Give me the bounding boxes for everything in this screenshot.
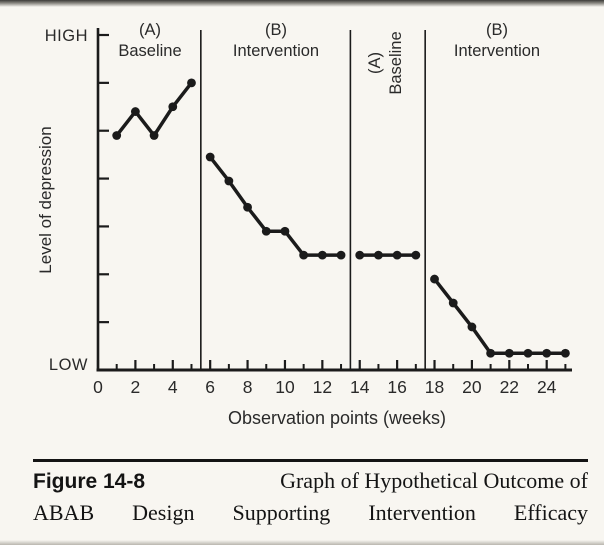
phase-name: Baseline	[387, 31, 405, 95]
x-tick-label: 10	[275, 377, 295, 397]
data-point	[168, 102, 178, 112]
caption-line-2: ABAB Design Supporting Intervention Effi…	[33, 500, 588, 525]
abab-design-chart: HIGH LOW Level of depression (A) Baselin…	[36, 20, 572, 428]
data-point	[261, 226, 271, 236]
x-tick-label: 14	[350, 377, 370, 397]
phase-label-baseline-2-rotated: (A) Baseline	[365, 20, 409, 106]
data-point	[392, 250, 402, 260]
data-point	[523, 348, 533, 358]
data-point	[560, 348, 570, 358]
caption-text: Graph of Hypothetical Outcome of	[280, 468, 588, 493]
caption-line-1: Figure 14-8 Graph of Hypothetical Outcom…	[33, 468, 588, 500]
caption-divider-rule	[33, 459, 588, 462]
phase-label-baseline-1: (A) Baseline	[92, 20, 208, 62]
figure-number: Figure 14-8	[33, 470, 146, 493]
phase-letter: (B)	[265, 21, 287, 39]
chart-canvas	[96, 28, 572, 372]
data-point	[355, 250, 365, 260]
data-line-segment	[432, 277, 568, 355]
phase-letter: (B)	[486, 21, 508, 39]
x-tick-label: 16	[387, 377, 407, 397]
x-tick-label: 4	[167, 377, 178, 397]
data-point	[411, 250, 421, 260]
data-point	[336, 250, 346, 260]
phase-name: Intervention	[232, 42, 320, 60]
data-point	[187, 78, 196, 88]
x-tick-label: 8	[242, 377, 253, 397]
x-tick-label: 12	[312, 377, 333, 397]
phase-label-intervention-2: (B) Intervention	[427, 20, 567, 62]
y-axis-high-label: HIGH	[44, 27, 88, 45]
y-axis-title: Level of depression	[36, 126, 55, 274]
phase-letter: (A)	[366, 52, 384, 74]
x-tick-label: 2	[130, 377, 141, 397]
y-axis-low-label: LOW	[48, 356, 88, 374]
data-point	[224, 176, 234, 186]
data-line-segment	[208, 155, 343, 257]
phase-letter: (A)	[139, 21, 161, 39]
scan-edge-top	[0, 0, 604, 7]
phase-name: Intervention	[453, 42, 541, 60]
data-point	[280, 226, 290, 236]
data-point	[299, 250, 309, 260]
data-point	[112, 131, 122, 140]
data-point	[317, 250, 327, 260]
x-tick-label: 0	[93, 377, 103, 397]
data-point	[130, 107, 140, 116]
data-point	[542, 348, 552, 358]
data-point	[467, 322, 477, 332]
x-tick-label: 6	[205, 377, 216, 397]
x-axis-title: Observation points (weeks)	[227, 408, 447, 428]
phase-label-intervention-1: (B) Intervention	[206, 20, 346, 62]
figure-caption: Figure 14-8 Graph of Hypothetical Outcom…	[33, 468, 588, 532]
data-point	[504, 348, 514, 358]
x-tick-label: 18	[424, 377, 445, 397]
data-point	[430, 274, 439, 284]
data-point	[448, 298, 458, 308]
data-point	[243, 202, 252, 212]
x-tick-label: 22	[499, 377, 520, 397]
data-point	[149, 131, 159, 140]
data-line-segment	[114, 81, 194, 138]
scan-edge-bottom	[0, 540, 604, 545]
data-point	[374, 250, 383, 260]
x-tick-label: 20	[462, 377, 482, 397]
x-tick-label: 24	[536, 377, 557, 397]
phase-name: Baseline	[118, 42, 182, 60]
data-point	[486, 348, 496, 358]
data-point	[205, 152, 215, 162]
